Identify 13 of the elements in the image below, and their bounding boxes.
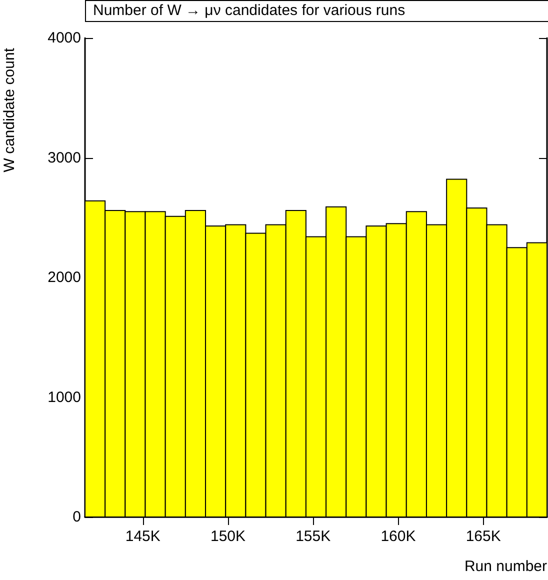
y-tick-label: 4000 — [48, 30, 81, 46]
x-tick-label: 155K — [296, 528, 331, 545]
x-tick-label: 145K — [125, 528, 160, 545]
x-tick-label: 160K — [380, 528, 416, 545]
x-tick-label: 165K — [466, 528, 501, 545]
chart-title: Number of W → μν candidates for various runs — [93, 2, 406, 19]
y-axis-title: W candidate count — [1, 47, 18, 172]
y-tick-label: 3000 — [48, 149, 81, 166]
y-tick-label: 0 — [72, 508, 81, 526]
y-tick-label: 1000 — [48, 388, 81, 406]
y-tick-label: 2000 — [48, 269, 81, 286]
x-axis-title: Run number — [464, 558, 547, 575]
x-tick-label: 150K — [210, 528, 246, 545]
